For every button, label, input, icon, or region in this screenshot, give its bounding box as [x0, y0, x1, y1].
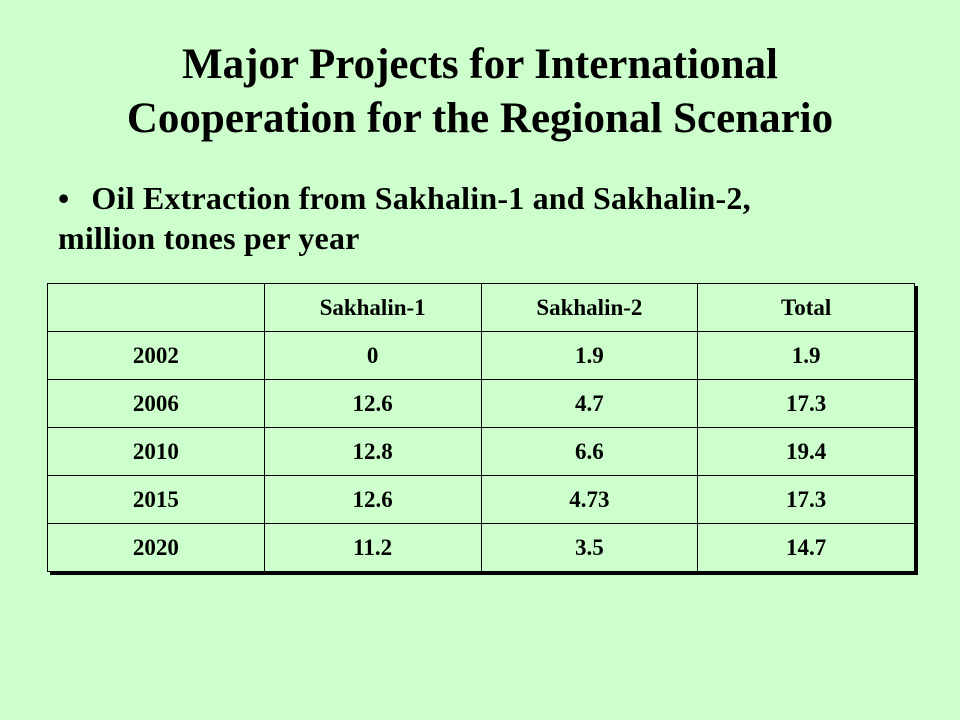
sakhalin-2-cell: 4.7 — [480, 379, 699, 428]
sakhalin-2-cell: 4.73 — [480, 475, 699, 524]
slide-title: Major Projects for International Coopera… — [0, 38, 960, 146]
total-cell: 17.3 — [697, 475, 915, 524]
sakhalin-1-cell: 11.2 — [263, 523, 482, 572]
table-header-row: Sakhalin-1 Sakhalin-2 Total — [47, 283, 915, 332]
total-cell: 19.4 — [697, 427, 915, 476]
table-row: 2006 12.6 4.7 17.3 — [47, 379, 915, 428]
sakhalin-1-cell: 12.6 — [263, 475, 482, 524]
total-cell: 1.9 — [697, 331, 915, 380]
sakhalin-1-cell: 12.8 — [263, 427, 482, 476]
header-cell-total: Total — [697, 283, 915, 332]
sakhalin-2-cell: 3.5 — [480, 523, 699, 572]
title-line-1: Major Projects for International — [182, 41, 778, 88]
year-cell: 2002 — [47, 331, 265, 380]
bullet-dot-icon: • — [58, 180, 70, 216]
table-row: 2015 12.6 4.73 17.3 — [47, 475, 915, 524]
total-cell: 14.7 — [697, 523, 915, 572]
year-cell: 2006 — [47, 379, 265, 428]
sakhalin-2-cell: 6.6 — [480, 427, 699, 476]
oil-extraction-table: Sakhalin-1 Sakhalin-2 Total 2002 0 1.9 1… — [47, 283, 915, 572]
sakhalin-2-cell: 1.9 — [480, 331, 699, 380]
table-row: 2010 12.8 6.6 19.4 — [47, 427, 915, 476]
sakhalin-1-cell: 12.6 — [263, 379, 482, 428]
total-cell: 17.3 — [697, 379, 915, 428]
table-row: 2002 0 1.9 1.9 — [47, 331, 915, 380]
header-cell-sakhalin-1: Sakhalin-1 — [263, 283, 482, 332]
bullet-item: • Oil Extraction from Sakhalin-1 and Sakh… — [58, 178, 918, 258]
bullet-text-line-2: million tones per year — [58, 220, 360, 256]
year-cell: 2020 — [47, 523, 265, 572]
sakhalin-1-cell: 0 — [263, 331, 482, 380]
year-cell: 2015 — [47, 475, 265, 524]
title-line-2: Cooperation for the Regional Scenario — [126, 95, 834, 142]
table-row: 2020 11.2 3.5 14.7 — [47, 523, 915, 572]
header-cell-sakhalin-2: Sakhalin-2 — [480, 283, 699, 332]
year-cell: 2010 — [47, 427, 265, 476]
bullet-text-line-1: Oil Extraction from Sakhalin-1 and Sakha… — [91, 180, 751, 216]
header-cell-empty — [47, 283, 265, 332]
